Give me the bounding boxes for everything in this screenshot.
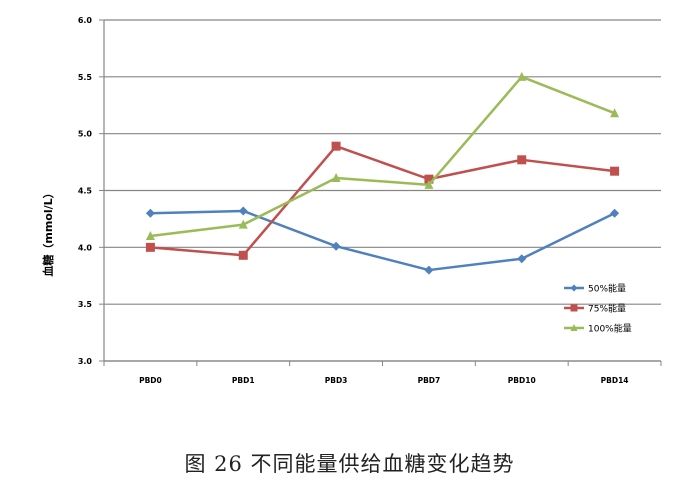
- data-point: [517, 71, 527, 81]
- y-axis-label: 血糖（mmol/L）: [41, 187, 55, 276]
- data-point: [238, 250, 248, 260]
- x-tick-label: PBD0: [139, 376, 162, 385]
- axes: [99, 19, 662, 366]
- y-tick-label: 5.5: [78, 73, 93, 82]
- series-line: [150, 75, 616, 238]
- data-point: [517, 155, 527, 165]
- legend-item: 100%能量: [564, 323, 632, 335]
- y-tick-label: 5.0: [78, 130, 93, 139]
- legend: 50%能量 75%能量 100%能量: [564, 283, 632, 335]
- data-point: [610, 166, 620, 176]
- data-point: [570, 324, 578, 331]
- data-point: [331, 141, 341, 151]
- y-tick-label: 4.5: [78, 187, 93, 196]
- data-series: [145, 71, 620, 275]
- figure-caption: 图 26 不同能量供给血糖变化趋势: [184, 452, 515, 476]
- y-tick-label: 4.0: [78, 243, 93, 252]
- x-tick-label: PBD10: [508, 376, 536, 385]
- y-tick-labels: 3.0 3.5 4.0 4.5 5.0 5.5 6.0: [78, 16, 93, 366]
- y-tick-label: 3.5: [78, 300, 93, 309]
- line-chart: 3.03.54.04.55.05.56.0 PBD0 PBD1 PBD3 PBD7 PB…: [41, 16, 662, 385]
- series-3: [145, 71, 620, 240]
- series-line: [150, 209, 616, 272]
- y-tick-label: 6.0: [78, 16, 93, 25]
- legend-label: 100%能量: [588, 323, 632, 335]
- series-line: [150, 144, 615, 257]
- x-tick-label: PBD7: [418, 376, 441, 385]
- series-2: [145, 141, 620, 260]
- x-tick-label: PBD14: [601, 376, 629, 385]
- data-point: [145, 230, 155, 240]
- y-tick-label: 3.0: [78, 357, 93, 366]
- data-point: [570, 304, 578, 312]
- data-point: [424, 174, 434, 184]
- series-1: [145, 206, 620, 275]
- data-point: [424, 179, 434, 189]
- legend-label: 75%能量: [588, 303, 626, 315]
- x-tick-label: PBD3: [325, 376, 348, 385]
- grid-lines: [104, 19, 661, 362]
- data-point: [145, 242, 155, 252]
- data-point: [331, 172, 341, 182]
- data-point: [331, 241, 341, 251]
- data-point: [517, 254, 527, 264]
- data-point: [238, 206, 248, 216]
- data-point: [145, 208, 155, 218]
- data-point: [610, 108, 620, 118]
- legend-item: 50%能量: [564, 283, 626, 295]
- data-point: [238, 219, 248, 229]
- legend-label: 50%能量: [588, 283, 626, 295]
- legend-item: 75%能量: [564, 303, 626, 315]
- x-tick-labels: PBD0 PBD1 PBD3 PBD7 PBD10 PBD14: [139, 376, 628, 385]
- data-point: [424, 265, 434, 275]
- x-tick-label: PBD1: [232, 376, 255, 385]
- data-point: [570, 284, 578, 292]
- data-point: [610, 208, 620, 218]
